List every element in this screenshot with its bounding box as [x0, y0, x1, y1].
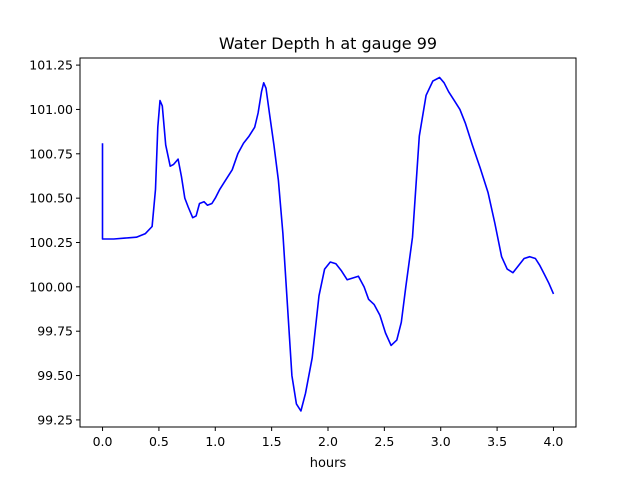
series-line-0: [101, 76, 555, 412]
y-tick-label: 101.00: [29, 102, 73, 117]
y-axis: 99.25 99.50 99.75 100.00 100.25 100.50 100.75 1…: [29, 58, 80, 427]
x-axis-label: hours: [310, 456, 347, 471]
y-tick-label: 100.75: [29, 146, 73, 161]
x-tick-label: 0.0: [93, 434, 113, 449]
x-tick-label: 4.0: [544, 434, 564, 449]
x-tick-label: 3.5: [487, 434, 507, 449]
x-tick-label: 2.5: [374, 434, 394, 449]
y-tick-label: 100.25: [29, 235, 73, 250]
y-tick-label: 99.25: [37, 412, 73, 427]
series-layer: [101, 76, 555, 412]
x-tick-label: 3.0: [431, 434, 451, 449]
plot-frame: [79, 57, 577, 428]
y-tick-label: 99.75: [37, 324, 73, 339]
plot-area: [79, 57, 577, 428]
x-tick-label: 1.5: [262, 434, 282, 449]
y-tick-label: 100.50: [29, 191, 73, 206]
x-tick-label: 0.5: [149, 434, 169, 449]
y-tick-label: 99.50: [37, 368, 73, 383]
x-tick-label: 2.0: [318, 434, 338, 449]
x-axis: 0.0 0.5 1.0 1.5 2.0 2.5 3.0 3.5 4.0: [93, 427, 564, 449]
chart-title: Water Depth h at gauge 99: [219, 34, 437, 53]
x-tick-label: 1.0: [205, 434, 225, 449]
y-tick-label: 100.00: [29, 279, 73, 294]
y-tick-label: 101.25: [29, 58, 73, 73]
